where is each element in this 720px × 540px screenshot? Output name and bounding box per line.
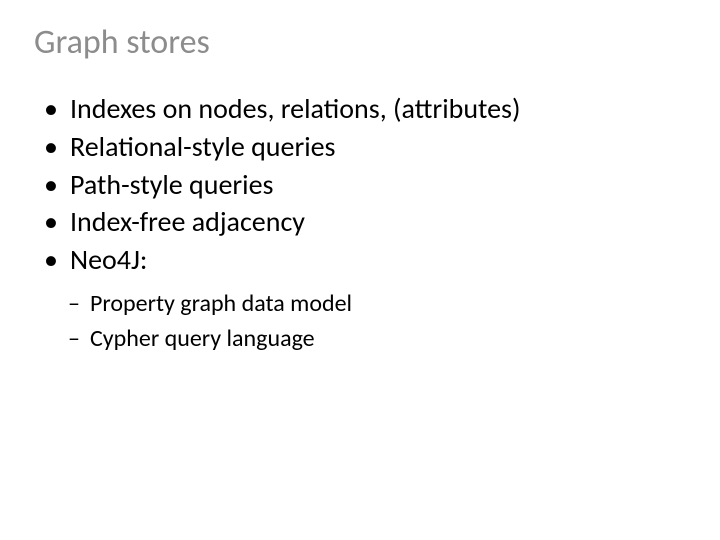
- bullet-text: Index-free adjacency: [70, 204, 305, 239]
- sub-bullet-item: Property graph data model: [68, 288, 686, 320]
- bullet-text: Indexes on nodes, relations, (attributes…: [70, 91, 521, 126]
- bullet-item: Relational-style queries: [44, 129, 686, 165]
- bullet-item: Indexes on nodes, relations, (attributes…: [44, 91, 686, 127]
- sub-bullet-text: Cypher query language: [90, 324, 315, 353]
- bullet-list: Indexes on nodes, relations, (attributes…: [34, 91, 686, 278]
- bullet-item: Index-free adjacency: [44, 204, 686, 240]
- bullet-text: Relational-style queries: [70, 129, 336, 164]
- slide-title: Graph stores: [34, 22, 686, 63]
- sub-bullet-text: Property graph data model: [90, 289, 352, 318]
- bullet-text: Neo4J:: [70, 242, 147, 277]
- sub-bullet-item: Cypher query language: [68, 323, 686, 355]
- sub-bullet-list: Property graph data model Cypher query l…: [34, 288, 686, 355]
- bullet-text: Path-style queries: [70, 167, 273, 202]
- bullet-item: Path-style queries: [44, 167, 686, 203]
- bullet-item: Neo4J:: [44, 242, 686, 278]
- slide: Graph stores Indexes on nodes, relations…: [0, 0, 720, 540]
